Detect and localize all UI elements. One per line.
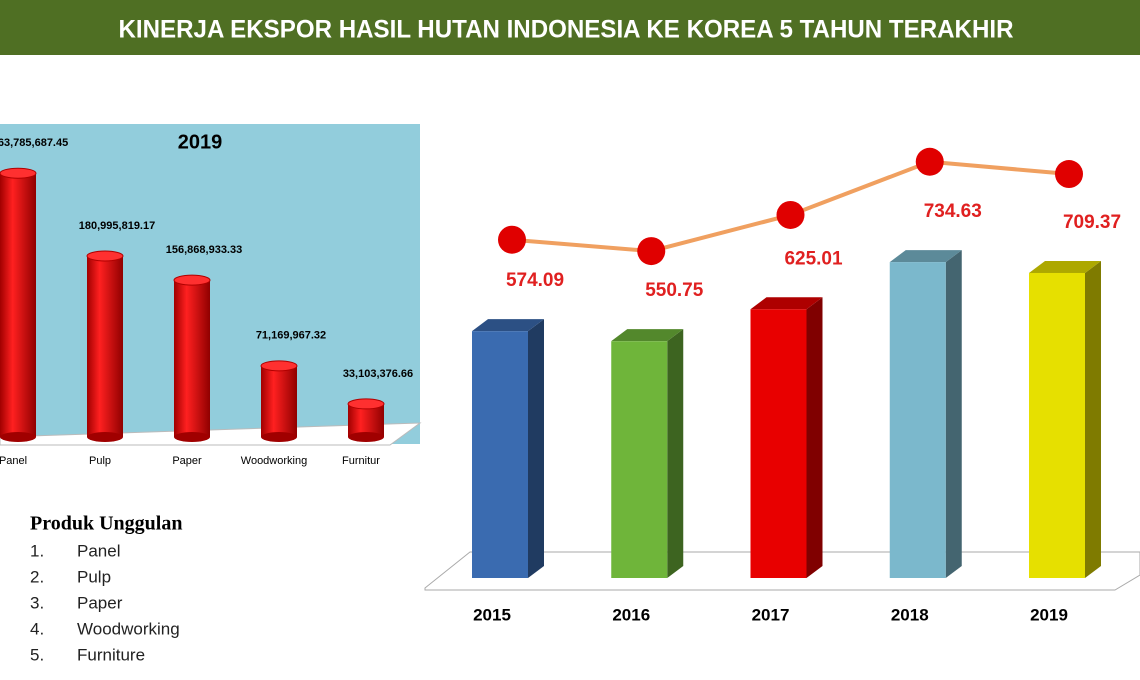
line-marker — [1055, 160, 1083, 189]
data-label: 625.01 — [784, 248, 843, 269]
x-tick-label: 2017 — [752, 605, 790, 624]
cylinder-bar — [0, 173, 36, 438]
cylinder-bar — [174, 280, 210, 437]
list-number: 3. — [30, 593, 44, 612]
bar-side — [667, 329, 684, 578]
cylinder-top — [86, 250, 124, 262]
cylinder-base — [174, 432, 210, 442]
list-number: 4. — [30, 619, 44, 638]
data-label: 709.37 — [1063, 212, 1121, 233]
data-label: 734.63 — [924, 201, 982, 222]
bar — [889, 262, 946, 578]
bar-top — [611, 329, 684, 342]
bar-top — [889, 250, 962, 263]
chart-title: 2019 — [178, 131, 223, 153]
data-label: 71,169,967.32 — [256, 330, 326, 342]
data-label: 156,868,933.33 — [166, 244, 242, 256]
bar-side — [945, 250, 962, 578]
bar-side — [528, 319, 544, 578]
x-tick-label: Paper — [172, 455, 202, 467]
cylinder-bar — [87, 256, 123, 437]
line-marker — [637, 237, 666, 266]
list-item: Paper — [77, 593, 123, 612]
data-label: 574.09 — [506, 270, 564, 291]
line-marker — [776, 200, 805, 229]
data-label: 550.75 — [645, 280, 704, 301]
line-marker — [915, 147, 944, 176]
cylinder-top — [173, 274, 211, 286]
x-tick-label: 2015 — [473, 605, 511, 624]
list-item: Panel — [77, 541, 120, 560]
cylinder-top — [0, 167, 37, 179]
data-label: 180,995,819.17 — [79, 220, 155, 232]
cylinder-bar — [348, 403, 384, 437]
list-number: 2. — [30, 567, 44, 586]
bar-top — [750, 297, 823, 310]
bar-side — [1085, 260, 1101, 578]
bar-top — [1029, 260, 1101, 273]
bar — [1029, 272, 1085, 578]
list-item: Furniture — [77, 645, 145, 664]
bar — [611, 341, 668, 578]
x-tick-label: 2018 — [891, 605, 929, 624]
list-item: Woodworking — [77, 619, 180, 638]
cylinder-top — [260, 360, 298, 372]
data-label: 33,103,376.66 — [343, 368, 413, 380]
list-title: Produk Unggulan — [30, 513, 182, 535]
cylinder-base — [261, 432, 297, 442]
cylinder-base — [0, 432, 36, 442]
x-tick-label: Pulp — [89, 455, 111, 467]
x-tick-label: 2019 — [1030, 605, 1068, 624]
cylinder-bar — [261, 365, 297, 437]
list-item: Pulp — [77, 567, 111, 586]
list-number: 1. — [30, 541, 44, 560]
cylinder-base — [348, 432, 384, 442]
data-label: 263,785,687.45 — [0, 137, 68, 149]
bar — [472, 331, 528, 578]
header-bar — [0, 0, 1140, 55]
bar-top — [472, 319, 544, 332]
line-marker — [498, 225, 526, 254]
header-title: KINERJA EKSPOR HASIL HUTAN INDONESIA KE … — [119, 16, 1014, 44]
x-tick-label: Panel — [0, 455, 27, 467]
x-tick-label: Woodworking — [241, 455, 307, 467]
cylinder-base — [87, 432, 123, 442]
cylinder-top — [347, 398, 385, 410]
bar-side — [806, 297, 823, 578]
bar — [750, 309, 807, 578]
list-number: 5. — [30, 645, 44, 664]
x-tick-label: 2016 — [612, 605, 650, 624]
x-tick-label: Furnitur — [342, 455, 380, 467]
